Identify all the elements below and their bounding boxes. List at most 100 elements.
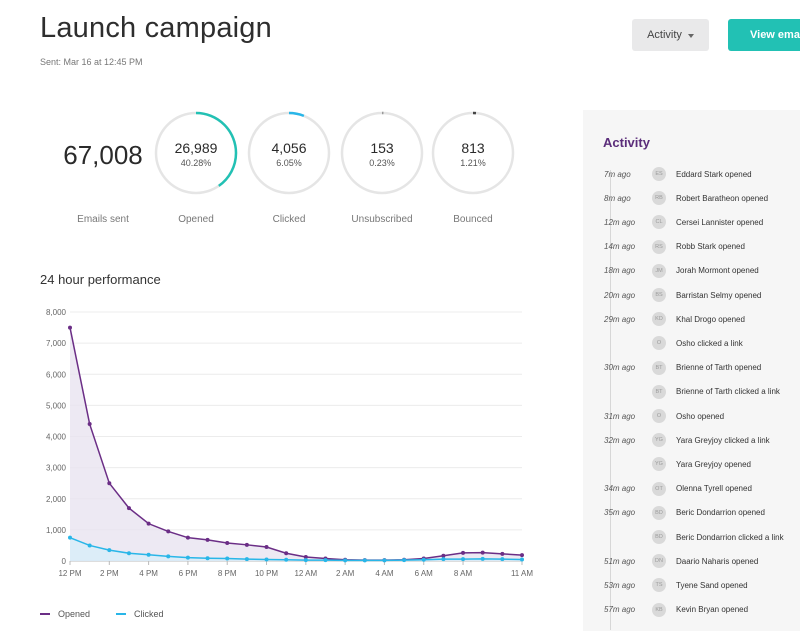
y-tick-label: 4,000 [46,433,67,442]
clicked-data-point [402,558,407,563]
activity-time: 20m ago [604,290,636,300]
activity-row: 20m ago BS Barristan Selmy opened [583,283,800,307]
legend-line-icon [116,613,126,615]
ring-progress-arc [154,111,238,195]
x-tick-label: 8 PM [218,569,237,578]
avatar: YG [652,433,666,448]
activity-row: YG Yara Greyjoy opened [583,452,800,476]
y-tick-label: 3,000 [46,464,67,473]
x-tick-label: 12 AM [294,569,317,578]
activity-text: Osho opened [676,411,725,421]
legend-opened[interactable]: Opened [40,609,90,619]
activity-text: Khal Drogo opened [676,314,745,324]
sent-timestamp: Sent: Mar 16 at 12:45 PM [40,57,143,67]
activity-row: 35m ago BD Beric Dondarrion opened [583,501,800,525]
activity-text: Brienne of Tarth clicked a link [676,387,780,397]
clicked-data-point [107,548,112,553]
avatar: O [652,409,666,423]
legend-clicked[interactable]: Clicked [116,609,164,619]
opened-data-point [166,529,171,534]
x-tick-label: 11 AM [511,569,533,578]
clicked-data-point [382,558,387,563]
activity-text: Tyene Sand opened [676,580,748,590]
activity-dropdown-label: Activity [647,29,682,41]
x-tick-label: 12 PM [58,569,81,578]
performance-chart: 0 1,000 2,000 3,000 4,000 5,000 6,000 7,000 8,00… [46,308,533,578]
avatar: TS [652,578,666,593]
activity-time: 51m ago [604,556,636,566]
bounced-percent: 1.21% [460,158,486,168]
activity-dropdown[interactable]: Activity [632,19,709,51]
activity-text: Yara Greyjoy opened [676,459,752,469]
clicked-data-point [244,557,249,562]
activity-row: 53m ago TS Tyene Sand opened [583,573,800,597]
activity-time: 8m ago [604,193,631,203]
activity-row: BD Beric Dondarrion clicked a link [583,525,800,549]
activity-row: 30m ago BT Brienne of Tarth opened [583,356,800,380]
bounced-ring: 813 1.21% [430,110,516,196]
activity-row: 14m ago RS Robb Stark opened [583,235,800,259]
unsubscribed-count: 153 [370,140,394,156]
opened-data-point [185,535,190,540]
unsubscribed-label: Unsubscribed [351,214,413,225]
avatar: BD [652,530,666,544]
clicked-count: 4,056 [271,140,307,156]
avatar: KB [652,602,666,617]
activity-text: Cersei Lannister opened [676,217,764,227]
clicked-data-point [225,556,230,561]
opened-data-point [520,553,524,558]
activity-panel: Activity 7m ago ES Eddard Stark opened 8m a… [583,110,800,631]
activity-text: Jorah Mormont opened [676,266,759,276]
clicked-data-point [461,557,466,562]
ring-progress-arc [431,111,515,195]
activity-text: Kevin Bryan opened [676,605,749,615]
activity-time: 53m ago [604,580,636,590]
avatar: KD [652,312,666,327]
activity-row: 31m ago O Osho opened [583,404,800,428]
clicked-data-point [68,535,72,540]
clicked-data-point [205,556,210,561]
clicked-data-point [362,558,367,563]
x-tick-label: 2 AM [336,569,355,578]
clicked-data-point [303,558,308,563]
activity-row: 29m ago KD Khal Drogo opened [583,307,800,331]
activity-text: Beric Dondarrion opened [676,508,765,518]
activity-time: 34m ago [604,484,636,494]
clicked-data-point [421,557,426,562]
bounced-count: 813 [461,140,485,156]
y-tick-label: 6,000 [46,370,67,379]
unsubscribed-percent: 0.23% [369,158,395,168]
avatar: BT [652,384,666,399]
activity-time: 18m ago [604,266,636,276]
avatar: OT [652,481,666,496]
activity-text: Robert Baratheon opened [676,193,769,203]
clicked-label: Clicked [272,214,306,225]
clicked-data-point [480,556,485,561]
activity-time: 32m ago [604,435,636,445]
clicked-data-point [323,558,328,563]
opened-data-point [264,544,269,549]
avatar: DN [652,554,666,569]
opened-data-point [480,550,485,555]
activity-text: Osho clicked a link [676,338,743,348]
ring-progress-arc [340,111,424,195]
ring-svg [247,111,331,195]
activity-text: Barristan Selmy opened [676,290,762,300]
activity-row: BT Brienne of Tarth clicked a link [583,380,800,404]
clicked-ring: 4,056 6.05% [246,110,332,196]
x-tick-label: 4 AM [375,569,394,578]
avatar: JM [652,263,666,278]
avatar: YG [652,457,666,472]
activity-text: Eddard Stark opened [676,169,752,179]
avatar: CL [652,215,666,230]
ring-svg [340,111,424,195]
activity-text: Daario Naharis opened [676,556,759,566]
unsubscribed-ring: 153 0.23% [339,110,425,196]
activity-time: 35m ago [604,508,636,518]
avatar: RS [652,239,666,254]
clicked-data-point [343,558,348,563]
opened-ring: 26,989 40.28% [153,110,239,196]
activity-time: 30m ago [604,363,636,373]
opened-data-point [68,325,72,330]
view-email-button[interactable]: View email [728,19,800,51]
